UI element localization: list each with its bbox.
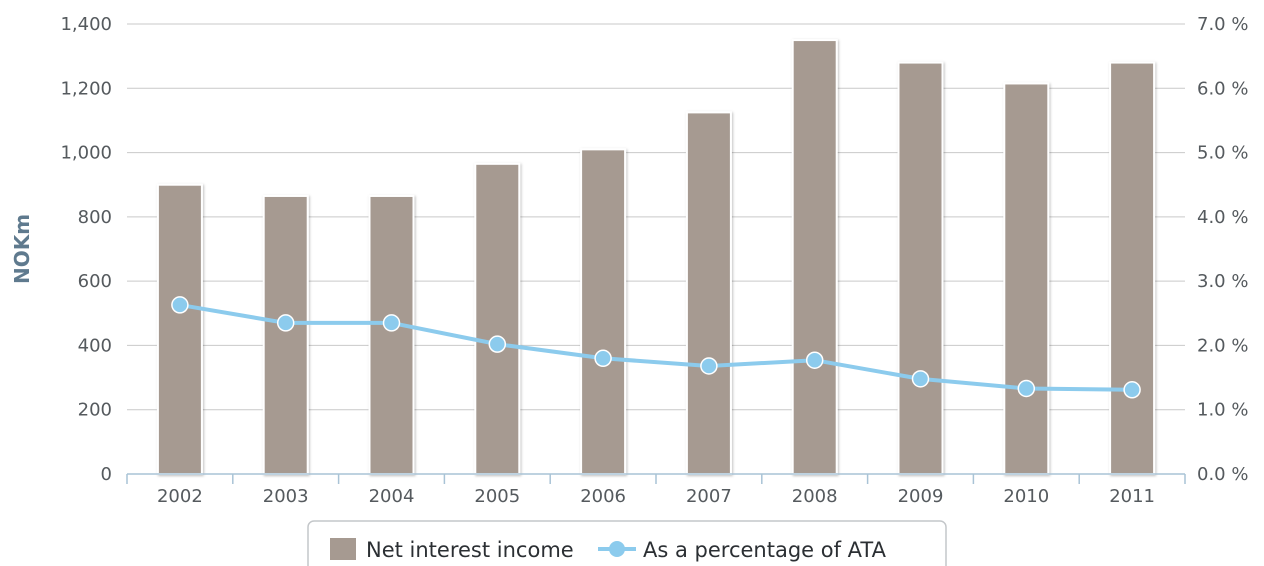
line-series (171, 296, 1141, 399)
legend-box (307, 520, 947, 566)
point-marker (911, 370, 930, 388)
x-tick-label: 2006 (580, 486, 626, 507)
x-axis: 2002 2003 2004 2005 2006 2007 2008 2009 2010 2011 (126, 473, 1186, 507)
y2-tick-label: 4.0 % (1197, 207, 1248, 228)
y2-tick-label: 2.0 % (1197, 335, 1248, 356)
y2-tick-label: 3.0 % (1197, 271, 1248, 292)
point-marker (382, 314, 401, 332)
bar (1003, 82, 1050, 475)
right-y-axis: 0.0 % 1.0 % 2.0 % 3.0 % 4.0 % 5.0 % 6.0 % 7.0 % (1197, 14, 1248, 485)
y-tick-label: 800 (78, 207, 112, 228)
bar (262, 194, 309, 475)
point-marker (1017, 379, 1036, 398)
x-tick-label: 2005 (474, 486, 520, 507)
bar (580, 148, 627, 475)
x-tick-label: 2004 (369, 486, 415, 507)
x-tick-label: 2008 (792, 486, 838, 507)
bar (791, 39, 838, 475)
bar-series (156, 39, 1156, 476)
bar (156, 183, 203, 475)
y-tick-label: 600 (78, 271, 112, 292)
point-marker (700, 357, 718, 375)
bar (685, 111, 732, 476)
bar (368, 194, 415, 475)
point-marker (276, 314, 295, 332)
x-tick-label: 2002 (157, 486, 203, 507)
legend-label-net-interest-income: Net interest income (366, 538, 574, 562)
point-marker (594, 349, 612, 368)
y-tick-label: 1,400 (60, 14, 112, 35)
y2-tick-label: 1.0 % (1197, 400, 1248, 421)
bar (1109, 61, 1156, 475)
y-tick-label: 1,200 (60, 78, 112, 99)
bar (474, 162, 521, 475)
y2-tick-label: 7.0 % (1197, 14, 1248, 35)
point-marker (171, 296, 189, 314)
y-tick-label: 200 (78, 400, 112, 421)
y-tick-label: 400 (78, 335, 112, 356)
x-tick-label: 2003 (263, 486, 309, 507)
y-tick-label: 0 (101, 464, 112, 485)
series-line (177, 302, 1135, 392)
y-tick-label: 1,000 (60, 143, 112, 164)
x-tick-label: 2009 (898, 486, 944, 507)
x-tick-label: 2010 (1003, 486, 1049, 507)
y2-tick-label: 6.0 % (1197, 78, 1248, 99)
y2-tick-label: 5.0 % (1197, 143, 1248, 164)
legend-swatch-marker (609, 541, 625, 557)
y-axis-title: NOKm (10, 214, 34, 284)
point-marker (805, 351, 824, 369)
x-tick-label: 2011 (1109, 486, 1155, 507)
point-marker (1123, 381, 1141, 399)
legend: Net interest income As a percentage of A… (307, 520, 947, 566)
legend-swatch-bar (330, 538, 356, 560)
y2-tick-label: 0.0 % (1197, 464, 1248, 485)
x-tick-label: 2007 (686, 486, 732, 507)
bar (897, 61, 944, 475)
legend-label-percentage-of-ata: As a percentage of ATA (643, 538, 887, 562)
point-marker (488, 335, 507, 353)
left-y-axis: 0 200 400 600 800 1,000 1,200 1,400 (60, 14, 112, 485)
